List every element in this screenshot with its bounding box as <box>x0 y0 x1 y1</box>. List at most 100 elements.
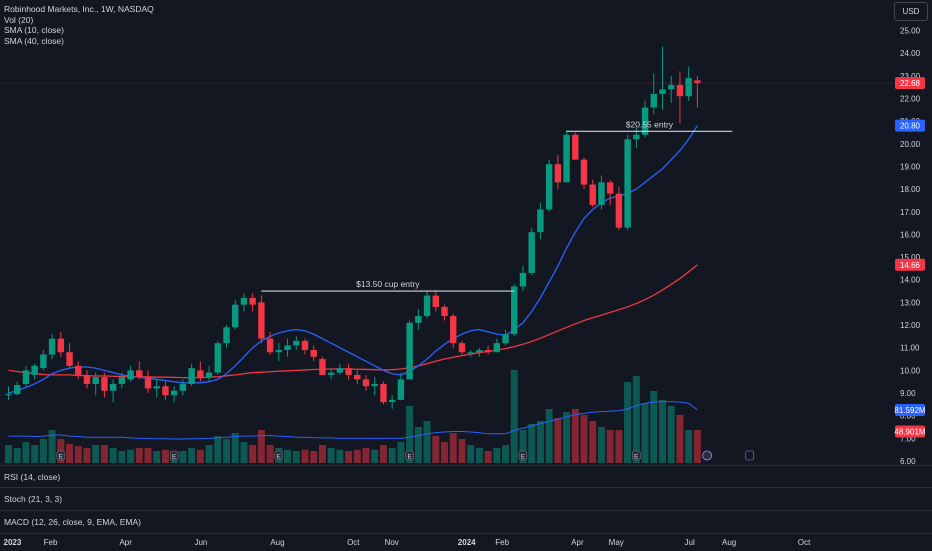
time-tick-label: Feb <box>44 538 58 547</box>
pane-separator[interactable] <box>0 510 932 511</box>
price-tick-label: 16.00 <box>900 230 921 239</box>
candle-body <box>223 327 230 344</box>
candle-body <box>319 359 326 375</box>
volume-bar <box>685 430 693 463</box>
price-label-text: 20.80 <box>900 122 921 131</box>
volume-bar <box>441 442 448 463</box>
pane-separator[interactable] <box>0 465 932 466</box>
volume-bar <box>66 443 74 463</box>
candle-body <box>83 374 91 384</box>
candle-body <box>266 338 274 353</box>
candle-body <box>48 338 56 355</box>
candle-body <box>633 134 640 140</box>
sma40-line <box>8 264 698 379</box>
candle-body <box>31 365 38 375</box>
candle-body <box>197 370 204 378</box>
volume-bar <box>48 430 56 463</box>
candle-body <box>406 322 413 380</box>
volume-bar <box>676 415 684 463</box>
volume-bar <box>292 451 300 463</box>
volume-bar <box>423 421 431 463</box>
candle-body <box>537 209 544 233</box>
candle-body <box>75 365 82 375</box>
time-tick-label: Apr <box>119 538 132 547</box>
volume-bar <box>92 445 100 463</box>
candle-body <box>249 297 256 305</box>
volume-bar <box>13 448 21 463</box>
candle-body <box>327 372 335 375</box>
volume-bar <box>406 406 414 463</box>
legend-volume[interactable]: Vol (20) <box>4 14 34 25</box>
candle-body <box>170 390 178 396</box>
volume-bar <box>231 433 239 463</box>
time-axis[interactable] <box>0 533 932 551</box>
volume-bar <box>74 446 82 463</box>
volume-bar <box>127 449 135 463</box>
candle-body <box>519 272 527 287</box>
candle-body <box>554 164 562 183</box>
volume-bar <box>5 445 12 463</box>
legend-sma40[interactable]: SMA (40, close) <box>4 35 64 46</box>
volume-bar <box>39 439 47 463</box>
volume-bar <box>519 430 527 463</box>
volume-bar <box>318 445 326 463</box>
rsi-pane-label[interactable]: RSI (14, close) <box>4 472 61 482</box>
candle-body <box>109 383 117 391</box>
volume-bar <box>135 448 143 463</box>
time-tick-label: 2024 <box>458 538 476 547</box>
candle-body <box>545 164 553 210</box>
time-tick-label: Oct <box>347 538 360 547</box>
currency-button[interactable]: USD <box>894 2 928 21</box>
volume-bar <box>223 439 230 463</box>
chart-legend: Robinhood Markets, Inc., 1W, NASDAQ Vol … <box>4 4 154 46</box>
macd-pane-label[interactable]: MACD (12, 26, close, 9, EMA, EMA) <box>4 517 141 527</box>
volume-bar <box>414 427 422 463</box>
volume-bar <box>284 449 292 463</box>
time-tick-label: Oct <box>798 538 811 547</box>
price-label-box <box>895 119 925 132</box>
candle-body <box>101 377 108 391</box>
candle-body <box>493 343 501 353</box>
volume-bar <box>301 449 309 463</box>
candle-body <box>258 302 265 339</box>
volume-bar <box>458 439 466 463</box>
legend-sma10[interactable]: SMA (10, close) <box>4 25 64 35</box>
volume-bar <box>554 418 562 463</box>
price-tick-label: 6.00 <box>900 457 916 466</box>
stoch-pane-label[interactable]: Stoch (21, 3, 3) <box>4 494 63 504</box>
volume-bar <box>109 448 117 463</box>
candle-body <box>624 139 631 228</box>
price-tick-label: 13.00 <box>900 298 921 307</box>
candle-body <box>441 306 448 316</box>
volume-bar <box>397 442 405 463</box>
earnings-letter: E <box>59 454 64 461</box>
price-tick-label: 9.00 <box>900 389 916 398</box>
volume-bar <box>353 449 361 463</box>
candle-body <box>641 107 649 135</box>
volume-bar <box>563 412 571 463</box>
price-label-text: 81.592M <box>894 406 925 415</box>
volume-bar <box>545 409 553 463</box>
candle-body <box>14 385 21 395</box>
time-tick-label: Feb <box>495 538 509 547</box>
price-label-text: 14.66 <box>900 261 921 270</box>
candle-body <box>668 84 675 90</box>
volume-bar <box>100 445 108 463</box>
volume-bar <box>693 430 701 463</box>
candle-body <box>580 159 588 185</box>
volume-bar <box>379 445 387 463</box>
volume-bar <box>144 448 152 463</box>
volume-bar <box>362 448 370 463</box>
candle-body <box>397 379 405 400</box>
volume-bar <box>597 427 605 463</box>
earnings-letter: E <box>172 454 177 461</box>
earnings-marker <box>518 450 528 461</box>
volume-bar <box>188 448 196 463</box>
volume-bar <box>615 430 623 463</box>
candle-body <box>415 315 422 323</box>
candle-body <box>694 80 701 84</box>
pane-separator[interactable] <box>0 487 932 488</box>
candle-body <box>179 383 187 391</box>
volume-bar <box>196 449 204 463</box>
